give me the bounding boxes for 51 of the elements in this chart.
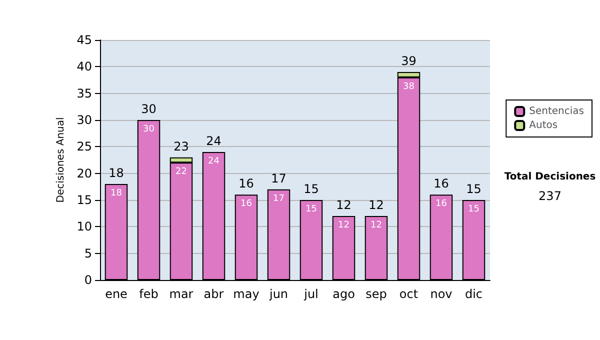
y-tick-label: 45 [76,33,92,47]
data-label: 18 [110,188,122,198]
legend-label: Sentencias [529,106,584,117]
y-tick-label: 25 [76,140,92,154]
data-label: 17 [273,194,284,204]
y-tick-label: 20 [76,166,92,180]
total-label: 16 [238,176,254,191]
total-label: 23 [174,139,189,154]
total-label: 12 [368,198,384,212]
x-tick-label: ene [105,287,128,301]
total-label: 15 [304,182,319,196]
data-label: 12 [370,220,382,230]
data-label: 15 [468,204,480,214]
data-label: 12 [338,220,350,230]
data-label: 15 [306,204,317,214]
total-label: 39 [401,54,416,68]
y-tick-label: 30 [76,113,92,127]
total-label: 18 [108,166,124,180]
x-tick-label: may [233,287,260,301]
total-label: 15 [466,182,482,196]
y-tick-label: 15 [76,193,92,207]
data-label: 38 [403,82,415,92]
x-tick-label: sep [366,287,387,301]
data-label: 16 [240,199,252,210]
data-label: 24 [208,156,220,166]
x-tick-label: feb [139,287,158,301]
data-label: 16 [436,199,448,210]
x-tick-label: jul [303,287,318,301]
legend-label: Autos [529,120,558,131]
x-tick-label: oct [399,287,418,301]
x-tick-label: mar [169,287,194,301]
data-label: 30 [143,124,155,134]
text: Total Decisiones [504,172,596,182]
y-tick-label: 10 [76,220,92,234]
text: 237 [538,189,562,203]
x-tick-label: ago [332,287,355,301]
x-tick-label: nov [430,287,452,301]
data-label: 22 [176,167,187,178]
total-label: 16 [434,176,449,191]
x-tick-label: jun [268,287,288,301]
x-tick-label: dic [464,287,483,301]
total-label: 24 [206,134,222,148]
y-tick-label: 5 [84,246,92,260]
y-tick-label: 35 [76,86,92,100]
y-tick-label: 40 [76,60,92,74]
y-axis-title: Decisiones Anual [55,117,66,203]
total-label: 17 [271,171,286,186]
total-label: 12 [336,198,352,212]
x-tick-label: abr [204,287,224,301]
y-tick-label: 0 [84,273,92,287]
total-label: 30 [141,102,156,116]
